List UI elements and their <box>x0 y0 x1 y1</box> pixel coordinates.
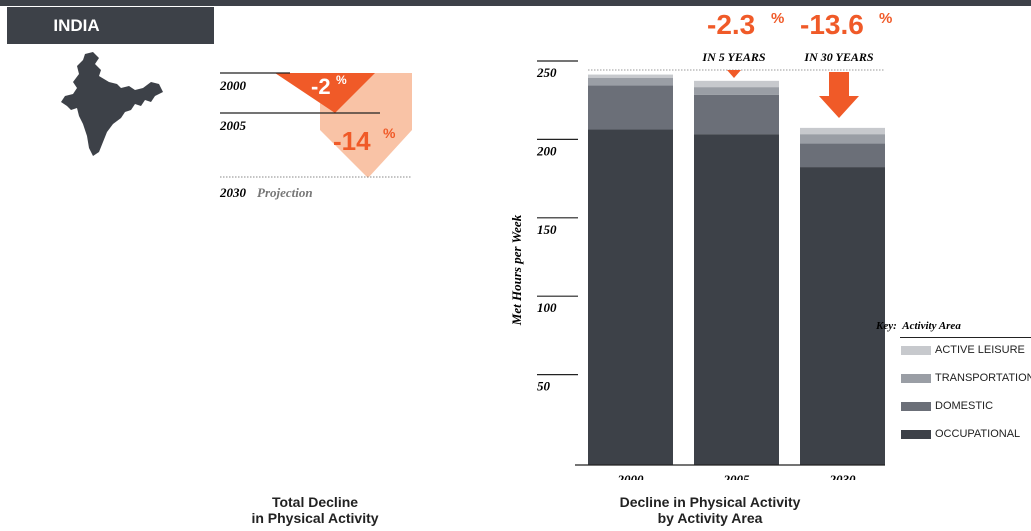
total-decline-diagram: 2000 2005 2030 Projection -2 % -14 % <box>215 60 415 210</box>
callout-30yr-arrow <box>819 72 859 118</box>
legend-rule <box>900 337 1031 338</box>
legend-label: DOMESTIC <box>935 400 993 412</box>
bar-segment-occupational <box>694 134 779 465</box>
left-caption-line2: in Physical Activity <box>215 510 415 526</box>
decline-2005-value: -2 <box>311 74 331 99</box>
label-projection: Projection <box>257 185 313 200</box>
y-tick-label: 250 <box>536 65 557 80</box>
legend-key-word: Key: <box>876 320 897 332</box>
bar-segment-domestic <box>588 86 673 130</box>
bar-segment-domestic <box>694 95 779 134</box>
legend-label: OCCUPATIONAL <box>935 428 1020 440</box>
label-2000: 2000 <box>219 78 247 93</box>
bar-segment-occupational <box>800 167 885 465</box>
right-caption: Decline in Physical Activity by Activity… <box>580 494 840 526</box>
bar-segment-transportation <box>694 87 779 95</box>
legend-swatch <box>901 374 931 383</box>
callout-5yr-label: IN 5 YEARS <box>701 50 765 64</box>
callout-30yr-value: -13.6 <box>800 9 864 40</box>
y-axis-label: Met Hours per Week <box>509 214 524 326</box>
right-caption-line2: by Activity Area <box>580 510 840 526</box>
country-tab: INDIA <box>7 7 214 44</box>
callout-5yr-arrow <box>727 70 741 78</box>
legend-swatch <box>901 430 931 439</box>
y-tick-label: 200 <box>536 143 557 158</box>
legend-swatch <box>901 346 931 355</box>
bar-segment-domestic <box>800 144 885 168</box>
bar-segment-active-leisure <box>694 81 779 87</box>
callout-5yr-pct: % <box>771 10 784 27</box>
legend-area-word: Activity Area <box>902 320 961 332</box>
bar-segment-occupational <box>588 129 673 465</box>
legend-title: Key: Activity Area <box>876 320 961 332</box>
bar-segment-transportation <box>800 134 885 143</box>
left-caption: Total Decline in Physical Activity <box>215 494 415 526</box>
left-caption-line1: Total Decline <box>215 494 415 510</box>
decline-2005-pct: % <box>336 73 347 87</box>
decline-2030-pct: % <box>383 125 396 141</box>
decline-2030-value: -14 <box>333 126 371 156</box>
x-tick-label: 2030 <box>829 472 857 480</box>
callout-30yr-label: IN 30 YEARS <box>803 50 873 64</box>
legend-label: TRANSPORTATION <box>935 372 1031 384</box>
bar-segment-active-leisure <box>800 128 885 134</box>
callout-5yr-value: -2.3 <box>707 9 755 40</box>
legend-label: ACTIVE LEISURE <box>935 344 1025 356</box>
y-tick-label: 50 <box>537 379 551 394</box>
y-tick-label: 100 <box>537 300 557 315</box>
bar-segment-transportation <box>588 78 673 86</box>
callout-30yr-pct: % <box>879 10 892 27</box>
y-tick-label: 150 <box>537 222 557 237</box>
right-caption-line1: Decline in Physical Activity <box>580 494 840 510</box>
bar-segment-active-leisure <box>588 75 673 78</box>
india-map-icon <box>55 52 165 158</box>
label-2005: 2005 <box>219 118 247 133</box>
label-2030: 2030 <box>219 185 247 200</box>
x-tick-label: 2005 <box>723 472 751 480</box>
legend-swatch <box>901 402 931 411</box>
x-tick-label: 2000 <box>617 472 645 480</box>
